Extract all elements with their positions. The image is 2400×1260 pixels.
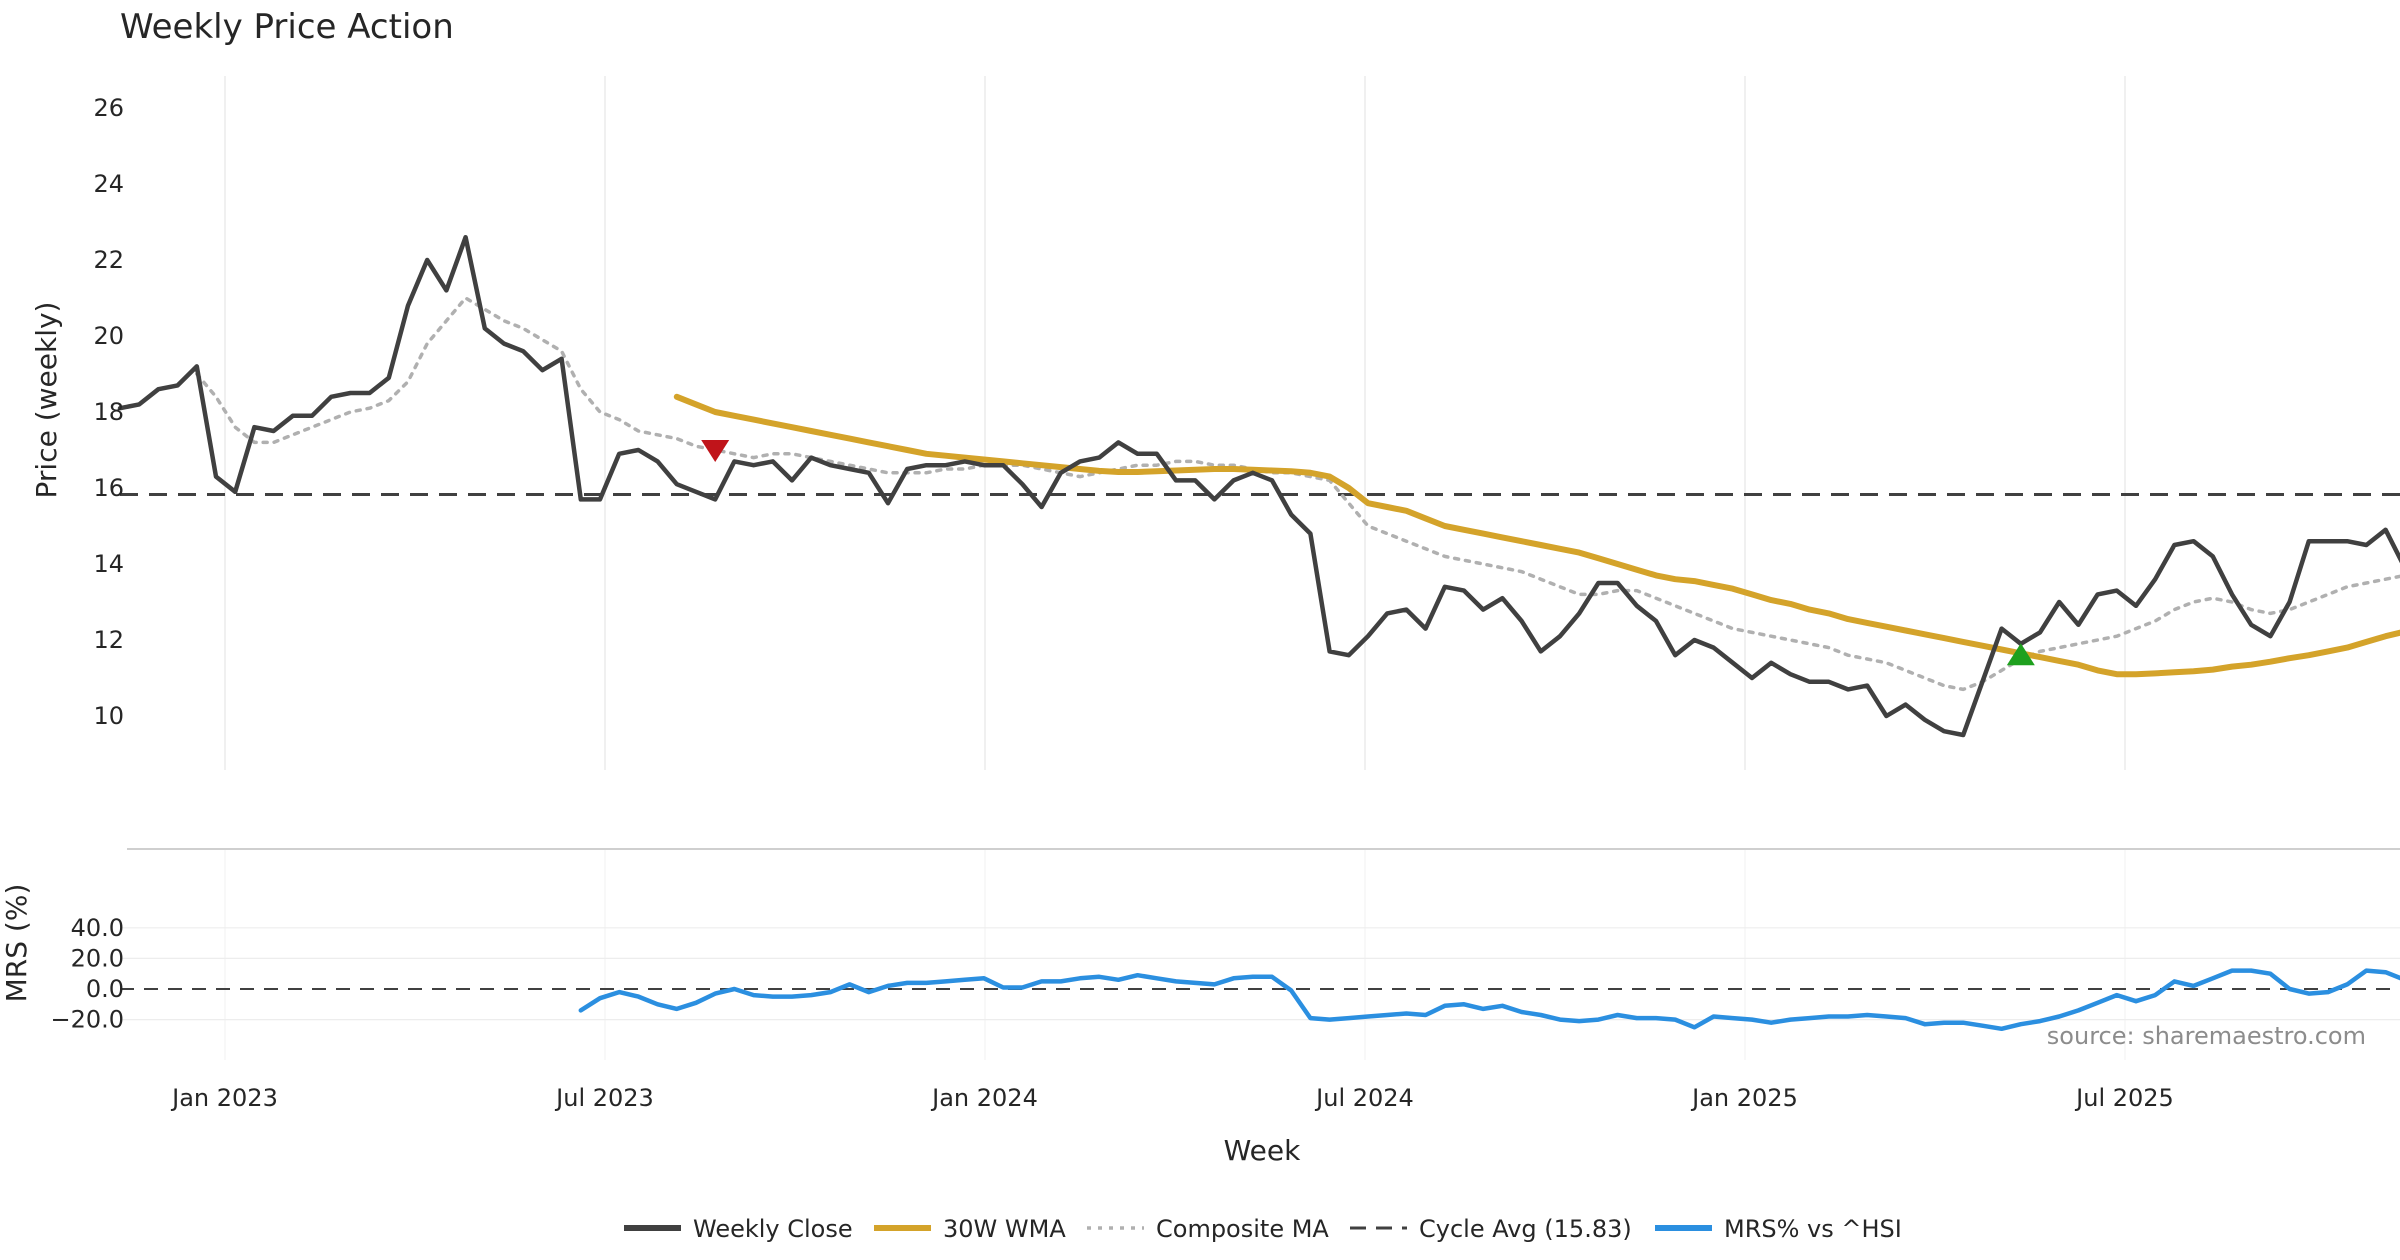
legend-label: MRS% vs ^HSI <box>1724 1215 1902 1243</box>
mrs-line <box>578 968 2400 1032</box>
mrs-y-tick-label: −20.0 <box>50 1006 124 1034</box>
x-ticks: Jan 2023 Jul 2023 Jan 2024 Jul 2024 Jan 2025… <box>170 1084 2174 1112</box>
buy-signal-marker <box>2006 643 2035 666</box>
price-y-tick-label: 26 <box>93 94 124 122</box>
mrs-y-label: MRS (%) <box>0 884 33 1003</box>
legend-label: Cycle Avg (15.83) <box>1419 1215 1632 1243</box>
composite-ma-line <box>195 296 2400 692</box>
mrs-y-tick-label: 40.0 <box>71 914 124 942</box>
x-tick-label: Jul 2025 <box>2074 1084 2174 1112</box>
price-y-label: Price (weekly) <box>30 302 63 499</box>
wma-30w-line <box>673 393 2400 678</box>
legend-item: 30W WMA <box>874 1215 1066 1243</box>
legend-item: Cycle Avg (15.83) <box>1350 1215 1632 1243</box>
price-y-tick-label: 10 <box>93 702 124 730</box>
chart-title: Weekly Price Action <box>120 7 454 47</box>
sell-signal-marker <box>701 440 730 462</box>
x-axis-label: Week <box>1224 1134 1301 1167</box>
mrs-y-ticks: 40.020.0 0.0 −20.0 <box>50 914 124 1034</box>
mrs-grid <box>120 848 2400 1060</box>
price-y-tick-label: 12 <box>93 626 124 654</box>
source-note: source: sharemaestro.com <box>2047 1022 2366 1050</box>
mrs-y-tick-label: 20.0 <box>71 944 124 972</box>
legend-item: MRS% vs ^HSI <box>1655 1215 1902 1243</box>
x-tick-label: Jul 2023 <box>554 1084 654 1112</box>
price-y-tick-label: 16 <box>93 474 124 502</box>
price-grid <box>224 76 2126 770</box>
legend-label: Weekly Close <box>693 1215 853 1243</box>
legend-item: Weekly Close <box>624 1215 853 1243</box>
legend-item: Composite MA <box>1087 1215 1329 1243</box>
legend-label: Composite MA <box>1156 1215 1329 1243</box>
mrs-series-group <box>578 968 2400 1032</box>
price-series-group <box>117 234 2400 738</box>
price-y-tick-label: 24 <box>93 170 124 198</box>
price-y-tick-label: 22 <box>93 246 124 274</box>
legend: Weekly Close 30W WMA Composite MA Cycle Avg… <box>624 1215 1902 1243</box>
price-y-tick-label: 20 <box>93 322 124 350</box>
mrs-y-tick-label: 0.0 <box>86 975 124 1003</box>
x-tick-label: Jan 2025 <box>1690 1084 1798 1112</box>
price-y-ticks: 10 12 14 16 18 20 22 24 26 <box>93 94 124 730</box>
weekly-close-line <box>117 234 2400 738</box>
x-tick-label: Jan 2023 <box>170 1084 278 1112</box>
price-y-tick-label: 18 <box>93 398 124 426</box>
x-tick-label: Jan 2024 <box>930 1084 1038 1112</box>
legend-label: 30W WMA <box>943 1215 1066 1243</box>
price-y-tick-label: 14 <box>93 550 124 578</box>
x-tick-label: Jul 2024 <box>1314 1084 1414 1112</box>
